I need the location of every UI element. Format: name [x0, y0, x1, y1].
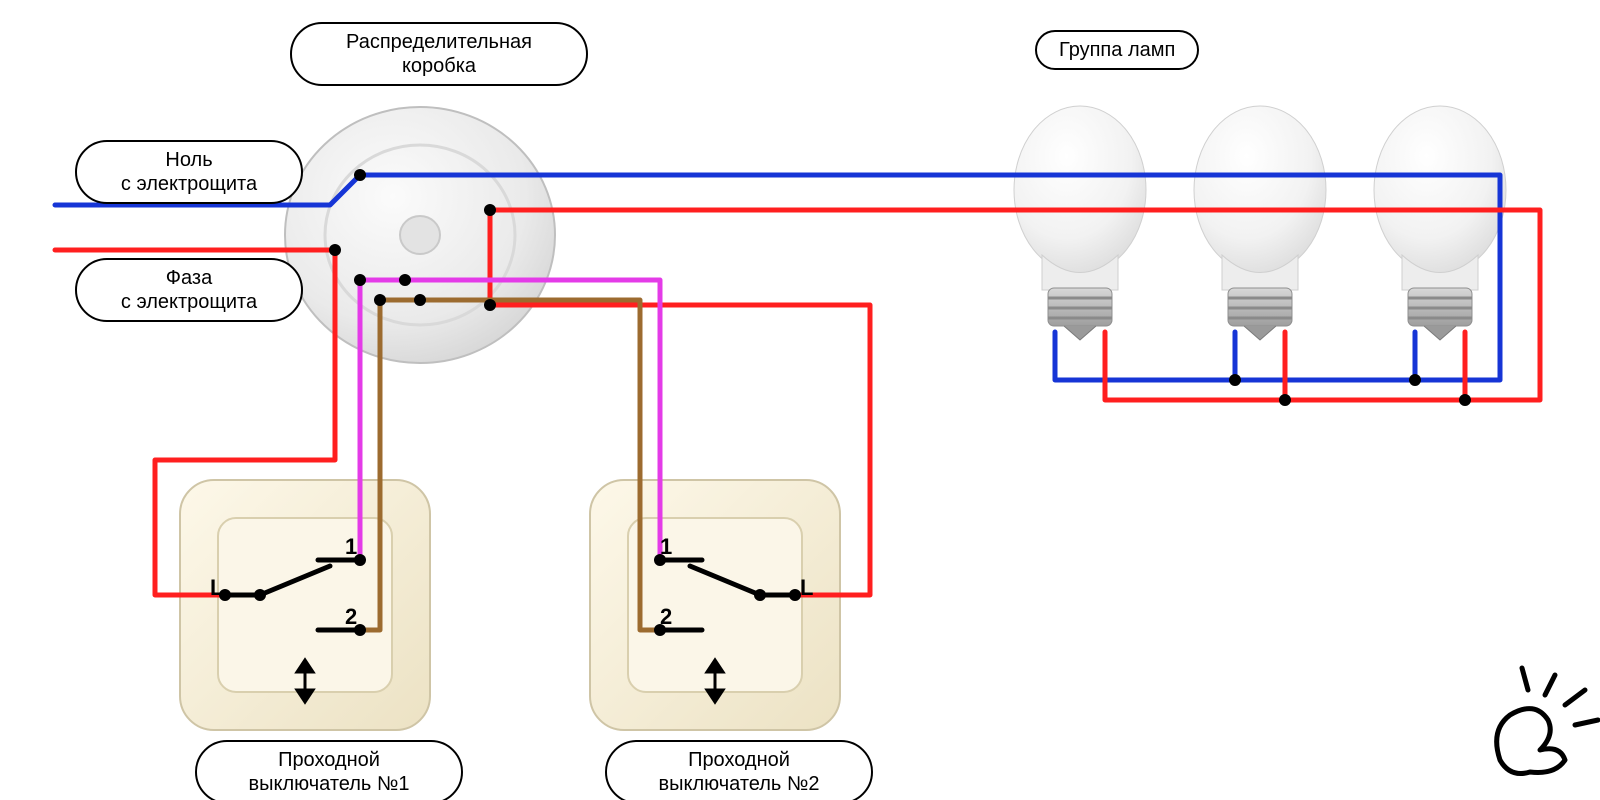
label-switch-1: Проходнойвыключатель №1 [195, 740, 463, 800]
terminal-1-s1: 1 [345, 534, 357, 560]
terminal-2-s2: 2 [660, 604, 672, 630]
bulb-2 [1194, 106, 1326, 340]
switch-1 [180, 480, 430, 730]
terminal-2-s1: 2 [345, 604, 357, 630]
junction-box [285, 107, 555, 363]
terminal-1-s2: 1 [660, 534, 672, 560]
bulb-3 [1374, 106, 1506, 340]
terminal-L-s2: L [800, 575, 813, 601]
label-lamp-group: Группа ламп [1035, 30, 1199, 70]
switch-2 [590, 480, 840, 730]
label-junction-box: Распределительнаякоробка [290, 22, 588, 86]
terminal-L-s1: L [210, 575, 223, 601]
label-switch-2: Проходнойвыключатель №2 [605, 740, 873, 800]
bulb-1 [1014, 106, 1146, 340]
wiring-diagram [0, 0, 1600, 800]
lamp-group [1014, 106, 1506, 340]
label-phase: Фазас электрощита [75, 258, 303, 322]
label-neutral: Нольс электрощита [75, 140, 303, 204]
logo-icon [1497, 668, 1598, 774]
